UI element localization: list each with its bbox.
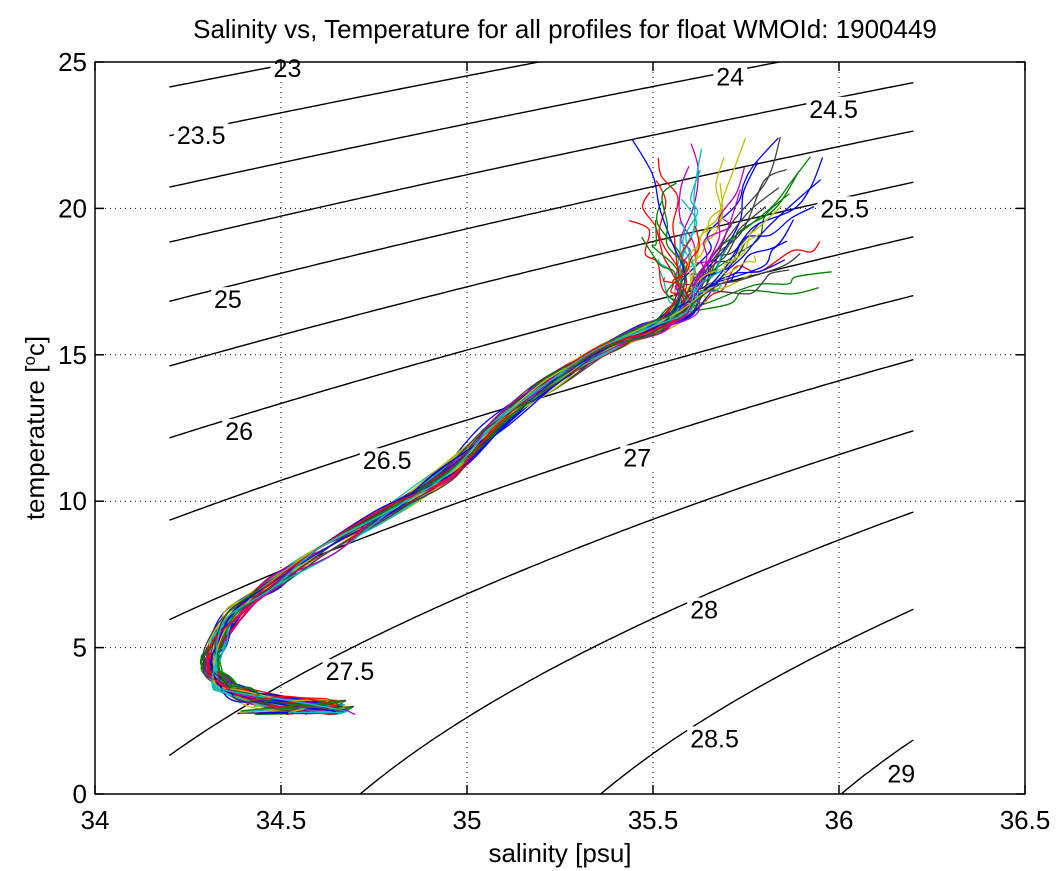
profile-line-58 [206,225,700,708]
profile-line-59 [211,254,723,714]
profile-lines [199,137,832,716]
y-tick-label-3: 15 [58,340,87,370]
profile-line-26 [213,137,747,711]
density-contour-label-bg-2 [173,123,229,150]
density-contour-label-10: 27.5 [326,658,375,686]
density-contour-9 [168,430,914,757]
density-contour-3 [169,81,914,243]
profile-line-33 [209,273,753,712]
density-contour-label-5: 25 [214,286,242,314]
profile-line-4 [206,166,697,713]
density-contour-label-8: 27 [623,444,651,472]
y-axis-tick-labels: 0 5 10 15 20 25 [58,47,87,809]
density-contour-label-bg-7 [359,448,415,475]
density-contour-label-6: 26 [225,418,253,446]
density-contour-label-11: 28.5 [690,725,739,753]
density-contour-label-bg-12 [884,761,919,788]
density-contour-1 [169,62,543,137]
profile-line-23 [208,180,683,713]
profile-line-44 [208,260,688,716]
density-contour-6 [169,236,914,439]
profile-line-45 [211,148,703,714]
profile-line-14 [211,259,786,715]
profile-line-52 [210,284,722,713]
x-tick-label-5: 36.5 [1000,805,1051,835]
density-contour-label-bg-6 [222,418,257,445]
profile-line-57 [217,182,687,712]
grid-lines [95,62,1025,794]
x-axis-tick-labels: 34 34.5 35 35.5 36 36.5 [81,805,1051,835]
y-tick-label-5: 25 [58,47,87,77]
density-contour-label-1: 24 [716,64,744,92]
density-contour-label-bg-5 [211,287,245,314]
profile-line-55 [201,252,801,710]
density-contour-labels: 23 24 23.5 24.5 25.5 25 26 26.5 27 28 27.5 28.5 29 [173,55,919,789]
x-axis-label: salinity [psu] [488,838,631,868]
density-contour-4 [169,130,914,302]
density-contour-label-bg-4 [817,196,873,223]
density-contour-2 [169,62,783,188]
density-contour-label-bg-10 [322,659,378,686]
y-axis-label-tail: c] [20,336,50,356]
axis-ticks [94,61,1026,795]
profile-line-56 [210,139,686,715]
x-tick-label-1: 34.5 [256,805,307,835]
density-contour-label-bg-11 [687,726,742,753]
density-contour-label-4: 25.5 [820,195,869,223]
density-contour-label-bg-0 [270,55,305,82]
profile-line-22 [200,286,819,712]
density-contour-label-0: 23 [274,55,302,83]
y-axis-label-superscript: o [20,356,39,365]
density-contour-label-9: 28 [690,597,718,625]
density-contour-label-2: 23.5 [177,122,226,150]
profile-line-34 [202,168,787,715]
profile-line-38 [211,169,701,711]
density-contour-label-bg-8 [620,445,655,472]
profile-line-50 [214,200,684,711]
chart-title: Salinity vs, Temperature for all profile… [193,14,937,44]
density-contour-label-3: 24.5 [809,96,858,124]
y-axis-label: temperature [oc] [20,336,50,520]
density-contour-label-12: 29 [887,761,915,789]
density-contour-label-bg-3 [806,96,861,123]
y-axis-label-main: temperature [ [20,365,50,520]
x-tick-label-2: 35 [453,805,482,835]
x-tick-label-3: 35.5 [628,805,679,835]
profile-line-11 [206,143,700,715]
profile-line-16 [209,191,686,713]
x-tick-label-0: 34 [81,805,110,835]
density-contour-10 [359,511,914,794]
density-contour-label-bg-1 [713,64,748,91]
y-tick-label-2: 10 [58,486,87,516]
density-contour-label-bg-9 [687,597,722,624]
density-contour-label-7: 26.5 [363,447,412,475]
density-contour-11 [599,608,914,794]
profile-line-48 [202,269,790,715]
y-tick-label-1: 5 [73,633,87,663]
profile-line-10 [211,258,685,712]
y-tick-label-0: 0 [73,779,87,809]
profile-line-30 [206,157,692,714]
x-tick-label-4: 36 [825,805,854,835]
density-contour-5 [169,181,914,367]
profile-line-2 [209,241,821,712]
density-contour-12 [840,739,914,794]
profile-line-49 [208,157,824,715]
y-tick-label-4: 20 [58,193,87,223]
plot-area: 23 24 23.5 24.5 25.5 25 26 26.5 27 28 27.5 28.5 29 [94,55,1026,795]
profile-line-32 [205,237,726,716]
plot-frame [94,61,1026,795]
